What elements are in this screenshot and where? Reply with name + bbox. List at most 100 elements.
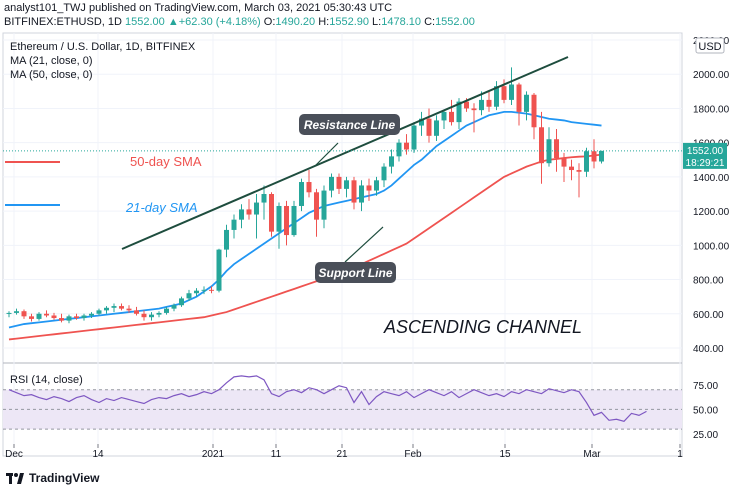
candle-body (126, 308, 132, 311)
candle-body (21, 311, 27, 317)
open-value: 1490.20 (275, 16, 316, 28)
candle-body (389, 156, 394, 167)
candle-body (164, 308, 169, 313)
candle-body (291, 205, 297, 236)
time-tick-label: Mar (583, 449, 601, 460)
candle-body (336, 176, 342, 189)
time-axis[interactable]: Dec 14 2021 11 21 Feb 15 Mar 1 (5, 444, 683, 460)
candle-body (516, 84, 522, 112)
time-tick-label: 14 (92, 449, 104, 460)
currency-button[interactable] (695, 37, 725, 54)
time-tick-label: 11 (271, 449, 282, 460)
high-value: 1552.90 (329, 16, 369, 28)
time-tick-label: 15 (499, 449, 511, 460)
time-tick-label: Feb (404, 449, 422, 460)
high-label: H: (318, 16, 330, 28)
candle-body (111, 306, 117, 308)
candle-body (561, 158, 567, 167)
time-tick-label: 21 (336, 449, 348, 460)
symbol-label: BITFINEX:ETHUSD, 1D (4, 16, 122, 28)
candle-body (261, 194, 267, 203)
candle-body (449, 111, 454, 123)
low-value: 1478.10 (381, 16, 421, 28)
candle-body (246, 209, 252, 215)
legend-ma21: MA (21, close, 0) (10, 55, 93, 67)
candle-body (494, 86, 499, 107)
candle-body (351, 180, 357, 203)
support-callout-box (315, 262, 396, 283)
candle-body (486, 99, 492, 107)
low-label: L: (372, 16, 382, 28)
last-price-tag-value: 1552.00 (687, 146, 724, 157)
candle-body (471, 108, 477, 111)
price-tick-label: 600.00 (693, 310, 724, 321)
candle-body (404, 142, 409, 150)
candle-body (156, 312, 162, 315)
candle-body (366, 185, 372, 191)
support-callout-label: Support Line (319, 266, 393, 280)
resistance-callout-box (299, 114, 400, 135)
legend-title: Ethereum / U.S. Dollar, 1D, BITFINEX (10, 41, 196, 53)
price-tick-label: 1200.00 (693, 207, 730, 218)
candle-body (509, 84, 514, 100)
candle-body (59, 318, 64, 321)
rsi-tick-label: 50.00 (693, 405, 718, 416)
close-label: C: (424, 16, 436, 28)
support-callout-pointer (344, 226, 384, 263)
candle-body (321, 190, 327, 220)
candle-body (576, 170, 582, 172)
annotations: Resistance Line Support Line 50-day SMA 21-… (3, 56, 727, 337)
close-value: 1552.00 (435, 16, 475, 28)
candle-body (441, 111, 447, 121)
candle-body (396, 142, 402, 157)
publish-info: analyst101_TWJ published on TradingView.… (4, 2, 392, 14)
rsi-tick-label: 25.00 (693, 430, 718, 441)
price-tick-label: 1000.00 (693, 241, 730, 252)
candle-body (464, 101, 469, 109)
candle-body (74, 316, 79, 319)
price-tick-label: 400.00 (693, 344, 724, 355)
candle-body (584, 151, 589, 172)
footer[interactable]: TradingView (6, 469, 99, 487)
price-tick-label: 1400.00 (693, 173, 730, 184)
candle-body (6, 312, 12, 314)
candle-body (591, 151, 597, 162)
candle-body (29, 316, 34, 319)
resistance-line (121, 56, 569, 250)
ma50-line (8, 153, 602, 341)
price-axis[interactable]: 2200.002000.001800.001600.001400.001200.… (693, 36, 730, 355)
candle-body (501, 86, 507, 100)
candle-body (276, 205, 282, 232)
price-change: +62.30 (+4.18%) (178, 16, 261, 28)
candle-body (329, 176, 334, 191)
candle-body (411, 125, 417, 150)
candle-body (374, 180, 379, 191)
candle-body (359, 185, 364, 203)
candle-body (179, 298, 184, 306)
candle-body (96, 310, 102, 314)
candle-body (269, 194, 274, 232)
candle-body (89, 313, 94, 316)
candle-body (434, 120, 439, 136)
candle-body (119, 306, 124, 309)
candle-body (306, 182, 312, 193)
candle-body (524, 94, 529, 112)
publish-text: analyst101_TWJ published on TradingView.… (4, 2, 393, 14)
candle-body (299, 182, 304, 206)
channel-annotation: ASCENDING CHANNEL (383, 317, 582, 337)
candle-body (456, 101, 462, 123)
candle-body (14, 311, 19, 313)
rsi-legend: RSI (14, close) (10, 374, 83, 386)
price-tick-label: 800.00 (693, 276, 724, 287)
candle-body (344, 180, 349, 189)
candle-body (186, 293, 192, 299)
resistance-callout-pointer (314, 142, 339, 167)
candle-body (141, 313, 147, 318)
candle-body (81, 315, 87, 319)
candle-body (569, 166, 574, 171)
open-label: O: (263, 16, 276, 28)
candle-body (216, 249, 222, 291)
candle-body (381, 166, 387, 181)
price-tick-label: 2000.00 (693, 70, 730, 81)
